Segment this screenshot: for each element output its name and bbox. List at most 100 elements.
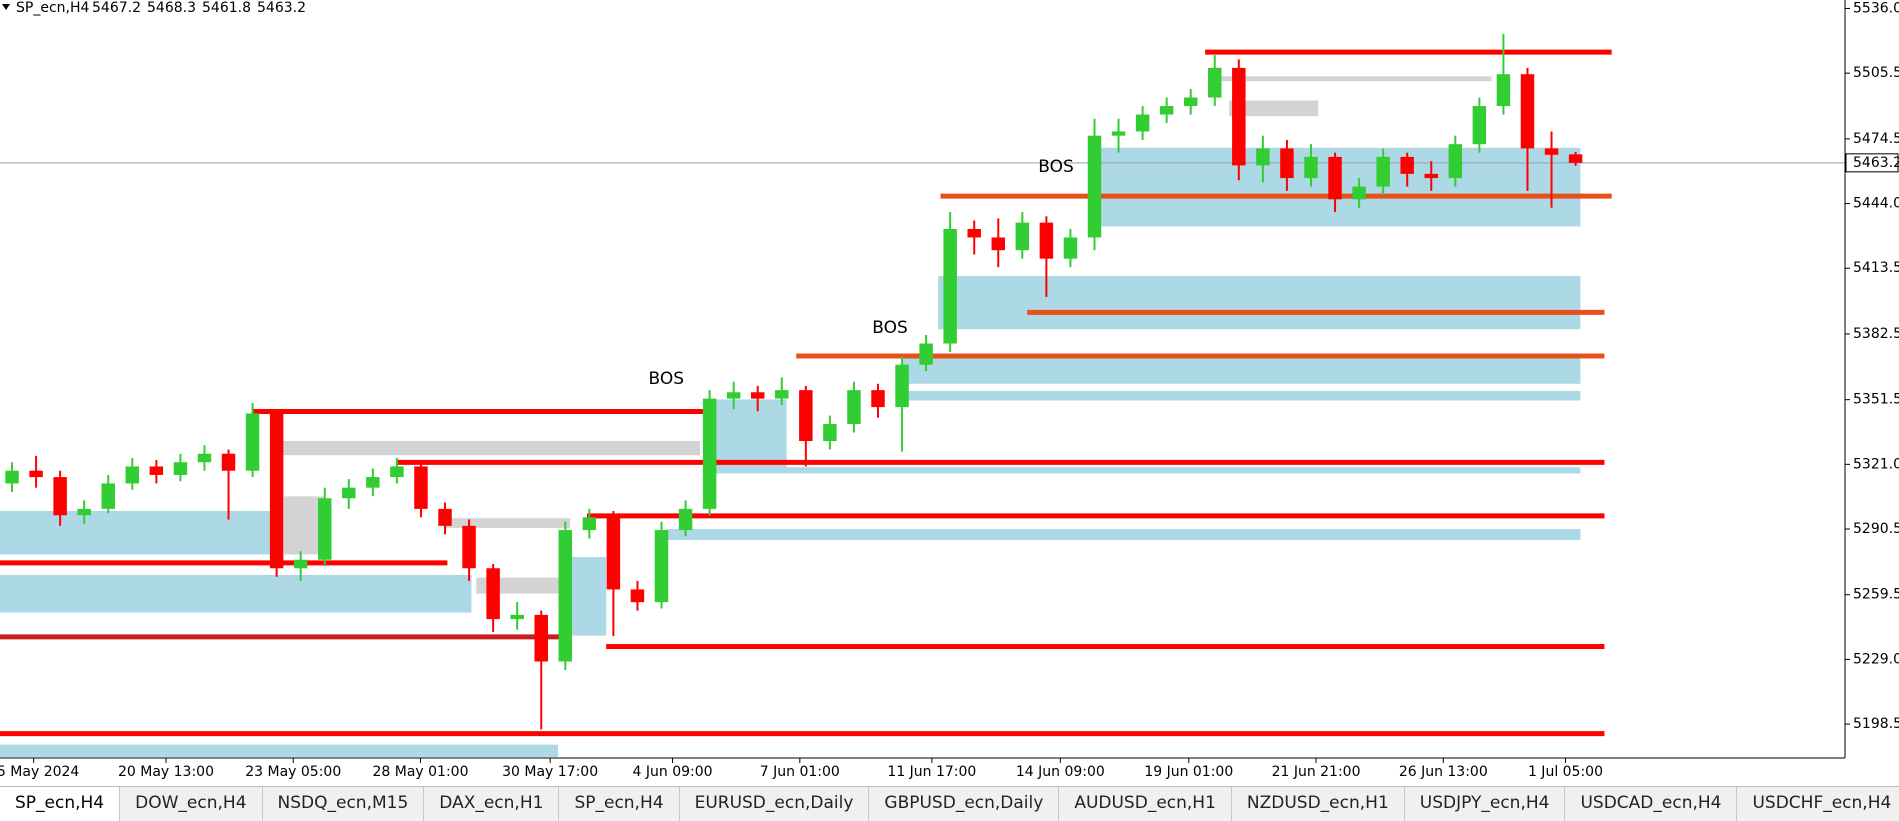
candle-body [1256,148,1270,166]
x-tick-label: 28 May 01:00 [372,764,468,780]
tab-bar: SP_ecn,H4 DOW_ecn,H4 NSDQ_ecn,M15 DAX_ecn,H… [0,786,1899,821]
zone [0,575,472,613]
candle-body [678,508,693,531]
candle-body [366,477,380,488]
y-tick-label: 5444.0 [1853,196,1899,212]
tab[interactable]: NZDUSD_ecn,H1 [1232,787,1405,821]
ohlc-open: 5467.2 [92,0,141,16]
bos-label: BOS [1038,157,1074,177]
candle-body [1448,144,1463,179]
candle-body [125,466,140,484]
candle-body [1135,114,1150,132]
x-tick-label: 1 Jul 05:00 [1528,764,1603,780]
candle-body [1063,237,1078,259]
zone [570,556,607,636]
y-tick-label: 5321.0 [1853,456,1899,472]
candle-body [1400,156,1414,174]
candle-body [1328,156,1342,200]
tab[interactable]: SP_ecn,H4 [559,787,680,821]
candle-body [29,470,43,478]
chart: SP_ecn,H4 5467.2 5468.3 5461.8 5463.2 BO… [0,0,1899,780]
y-tick-label: 5351.5 [1853,392,1899,408]
tab[interactable]: USDCHF_ecn,H4 [1737,787,1899,821]
candle-body [775,390,789,399]
tab[interactable]: USDCAD_ecn,H4 [1565,787,1738,821]
candle-body [630,589,645,603]
y-tick-label: 5382.5 [1853,326,1899,342]
tab[interactable]: USDJPY_ecn,H4 [1405,787,1566,821]
candle-body [823,424,837,442]
candle-body [847,390,861,425]
x-tick-label: 21 Jun 21:00 [1272,764,1361,780]
ohlc-high: 5468.3 [147,0,196,16]
y-tick-label: 5536.0 [1853,0,1899,16]
candle-body [1183,97,1198,107]
x-tick-label: 19 Jun 01:00 [1144,764,1233,780]
y-tick-label: 5505.5 [1853,65,1899,81]
candle-body [293,559,308,569]
zone [707,399,787,470]
candle-body [197,453,212,463]
menu-arrow [2,4,10,10]
zone [707,467,1581,474]
candle-body [1159,106,1174,115]
bos-label: BOS [649,369,685,389]
candle-body [173,462,188,475]
candle-body [1424,173,1438,179]
candle-body [101,483,115,509]
candle-body [1568,154,1583,163]
tab[interactable]: SP_ecn,H4 [0,787,121,821]
candle-body [799,390,813,442]
zone [902,390,1581,401]
x-tick-label: 23 May 05:00 [245,764,341,780]
candle-body [606,517,621,590]
candle-body [53,477,67,516]
plot: BOS BOS BOS [0,33,1845,757]
candle-body [1015,222,1030,251]
y-tick-label: 5474.5 [1853,131,1899,147]
x-tick-label: 14 Jun 09:00 [1016,764,1105,780]
candle-body [1352,186,1366,200]
candle-body [871,390,885,408]
x-tick-label: 7 Jun 01:00 [760,764,840,780]
tab[interactable]: EURUSD_ecn,Daily [680,787,870,821]
x-tick-label: 11 Jun 17:00 [887,764,976,780]
tab[interactable]: DOW_ecn,H4 [120,787,263,821]
candle-body [414,466,428,509]
candle-body [1232,67,1246,166]
y-tick-label: 5198.5 [1853,716,1899,732]
candle-body [438,508,452,526]
zone [1229,100,1319,117]
candle-body [1087,135,1102,238]
zone [283,496,325,555]
x-tick-label: 4 Jun 09:00 [633,764,713,780]
symbol: SP_ecn,H4 [16,0,89,16]
zone [902,357,1581,384]
bos-label: BOS [872,318,908,338]
candle-body [342,487,356,499]
candle-body [1111,131,1126,136]
tab[interactable]: DAX_ecn,H1 [424,787,560,821]
candle-body [318,498,332,560]
y-tick-label: 5413.5 [1853,260,1899,276]
candle-body [245,413,260,471]
candle-body [1280,148,1294,179]
candle-body [654,530,669,603]
ohlc-close: 5463.2 [257,0,306,16]
candle-body [221,453,236,471]
candle-body [750,392,765,399]
zone [666,529,1581,541]
price-label-box [1845,153,1899,173]
zone [0,510,272,555]
tab[interactable]: GBPUSD_ecn,Daily [869,787,1060,821]
tab[interactable]: NSDQ_ecn,M15 [263,787,425,821]
candle-body [5,470,19,484]
candle-body [149,466,164,475]
x-tick-label: 15 May 2024 [0,764,79,780]
candle-body [726,392,741,399]
ohlc-low: 5461.8 [202,0,251,16]
tab[interactable]: AUDUSD_ecn,H1 [1059,787,1232,821]
current-price-label: 5463.2 [1853,155,1899,171]
candle-body [967,228,981,238]
candle-body [702,398,717,509]
